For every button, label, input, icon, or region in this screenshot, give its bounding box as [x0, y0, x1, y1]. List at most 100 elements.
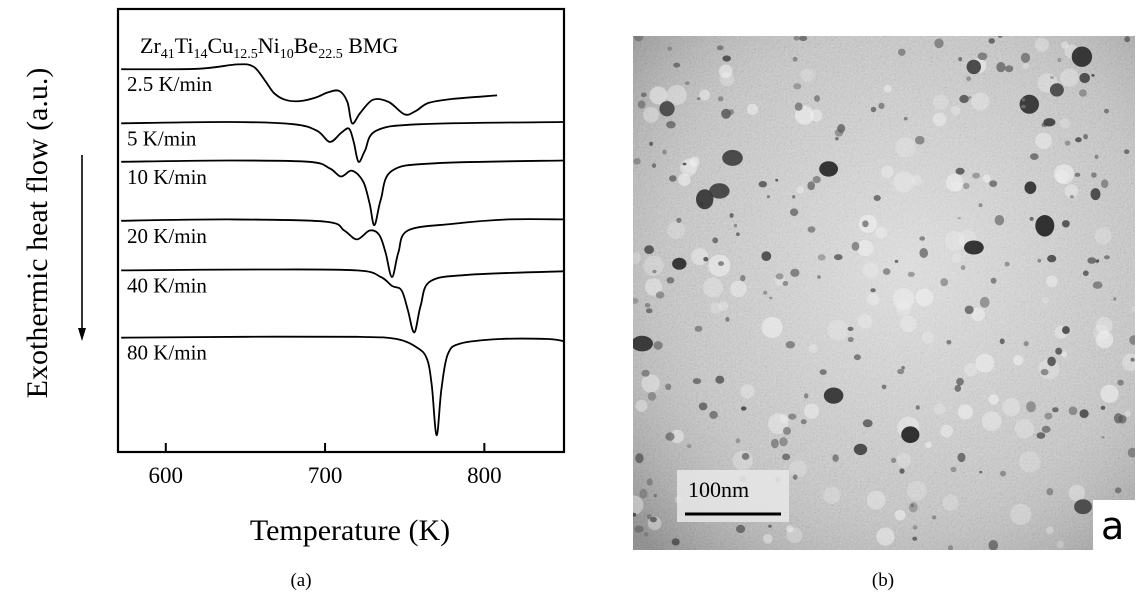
precipitate — [1026, 401, 1036, 413]
precipitate — [694, 325, 703, 332]
precipitate — [1043, 118, 1056, 127]
title-part: 22.5 — [318, 47, 343, 62]
bright-region — [1100, 384, 1119, 403]
series-label: 80 K/min — [127, 341, 207, 365]
precipitate — [978, 203, 983, 208]
precipitate — [634, 36, 644, 42]
precipitate — [655, 291, 665, 299]
precipitate — [823, 387, 844, 404]
bright-region — [951, 253, 962, 263]
precipitate — [1075, 137, 1082, 143]
precipitate — [792, 56, 798, 62]
x-tick-label: 600 — [149, 463, 184, 488]
precipitate — [662, 149, 667, 155]
series-label: 2.5 K/min — [127, 72, 213, 96]
precipitate — [1113, 297, 1117, 301]
bright-region — [747, 103, 759, 115]
precipitate — [775, 178, 779, 182]
precipitate — [652, 269, 657, 274]
bright-region — [1046, 275, 1058, 288]
precipitate — [947, 545, 954, 550]
precipitate — [882, 268, 891, 275]
bright-region — [906, 481, 927, 501]
precipitate — [1036, 432, 1046, 439]
precipitate — [894, 259, 899, 263]
precipitate — [698, 402, 708, 411]
precipitate — [1117, 379, 1124, 386]
precipitate — [862, 419, 873, 428]
precipitate — [957, 452, 966, 463]
precipitate — [785, 341, 795, 349]
bright-region — [670, 429, 684, 444]
precipitate — [891, 457, 897, 464]
bright-region — [689, 156, 700, 167]
precipitate — [910, 503, 914, 508]
precipitate — [736, 524, 746, 534]
title-part: Be — [294, 33, 318, 58]
precipitate — [1090, 188, 1101, 201]
precipitate — [812, 176, 821, 184]
precipitate — [994, 215, 1005, 226]
precipitate — [966, 59, 981, 75]
bright-region — [942, 494, 959, 511]
series-label: 5 K/min — [127, 126, 197, 150]
title-part: 14 — [194, 47, 208, 62]
bright-region — [804, 403, 820, 419]
precipitate — [1046, 488, 1054, 496]
bright-region — [1045, 526, 1054, 534]
precipitate — [1068, 406, 1078, 416]
precipitate — [709, 183, 730, 199]
precipitate — [1049, 83, 1064, 97]
bright-region — [641, 374, 660, 393]
bright-region — [1130, 305, 1135, 312]
precipitate — [1000, 470, 1006, 477]
precipitate — [870, 106, 877, 113]
precipitate — [988, 540, 999, 550]
precipitate — [794, 102, 803, 111]
precipitate — [897, 368, 905, 375]
precipitate — [1020, 52, 1031, 63]
precipitate — [1040, 368, 1049, 376]
precipitate — [814, 95, 820, 102]
bright-region — [810, 109, 823, 122]
series-label: 10 K/min — [127, 165, 207, 189]
precipitate — [847, 336, 854, 343]
bright-region — [1094, 227, 1112, 245]
title-part: 41 — [161, 47, 175, 62]
precipitate — [1004, 261, 1010, 267]
precipitate — [1047, 254, 1057, 263]
precipitate — [793, 83, 802, 90]
bright-region — [971, 307, 985, 322]
precipitate — [692, 378, 702, 385]
precipitate — [988, 38, 995, 44]
precipitate — [703, 256, 709, 262]
precipitate — [644, 245, 654, 255]
bright-region — [786, 527, 803, 544]
bright-region — [1068, 484, 1086, 502]
bright-region — [708, 254, 731, 277]
bright-region — [933, 403, 946, 415]
bright-region — [932, 94, 949, 110]
precipitate-particles — [633, 36, 1135, 550]
precipitate — [847, 326, 854, 331]
precipitate — [932, 515, 937, 520]
bright-region — [981, 411, 1002, 432]
exotherm-arrow — [78, 155, 86, 341]
precipitate — [1104, 108, 1109, 114]
precipitate — [1004, 65, 1014, 73]
bright-region — [667, 220, 686, 240]
precipitate — [672, 257, 687, 270]
bright-region — [1059, 118, 1070, 129]
precipitate — [653, 494, 657, 498]
precipitate — [779, 437, 788, 447]
plot-frame — [116, 7, 566, 454]
bright-region — [1010, 503, 1032, 525]
bright-region — [740, 384, 755, 399]
precipitate — [834, 254, 843, 261]
precipitate — [763, 290, 768, 295]
bright-region — [892, 288, 915, 310]
precipitate — [721, 108, 731, 119]
precipitate — [835, 137, 839, 141]
precipitate — [837, 124, 846, 133]
precipitate — [641, 369, 650, 377]
